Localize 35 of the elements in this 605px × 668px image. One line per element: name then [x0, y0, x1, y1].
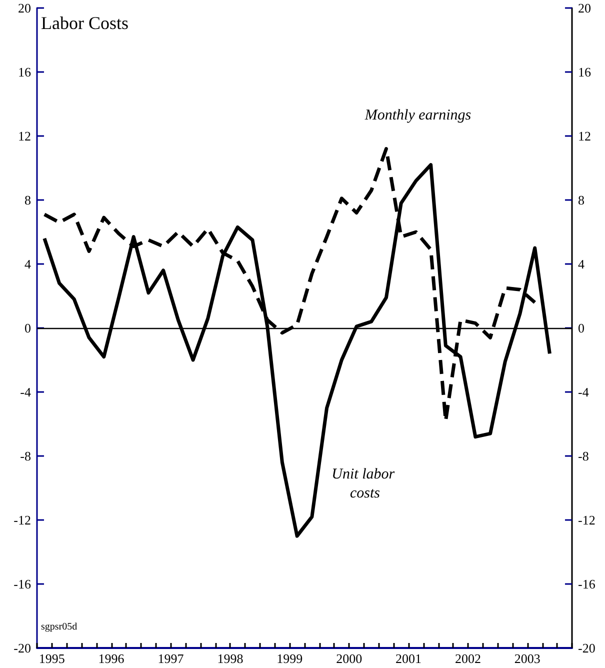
y2-tick-label: 0: [578, 320, 584, 336]
text: Monthly earnings: [364, 108, 472, 124]
y-tick-label: 16: [18, 64, 32, 80]
y2-tick-label: -20: [578, 640, 596, 656]
x-tick-label: 1996: [98, 651, 125, 666]
y2-tick-label: -12: [578, 512, 596, 528]
x-tick-label: 1997: [158, 651, 184, 666]
x-tick-label: 1999: [276, 651, 303, 666]
y2-tick-label: -8: [578, 448, 589, 464]
x-tick-label: 1998: [217, 651, 244, 666]
y-tick-label: -16: [14, 576, 32, 592]
y-tick-label: 8: [24, 192, 31, 208]
y-tick-label: 20: [18, 0, 31, 16]
x-tick-label: 2002: [454, 651, 481, 666]
y-tick-label: 12: [18, 128, 31, 144]
y2-tick-label: 8: [578, 192, 584, 208]
y2-tick-label: 12: [578, 128, 591, 144]
x-tick-label: 2001: [396, 651, 422, 666]
y-tick-label: -20: [14, 640, 31, 656]
series-label: Unit labor costs: [332, 466, 398, 502]
y-tick-label: -12: [14, 512, 31, 528]
x-tick-label: 1995: [38, 651, 65, 666]
y-tick-label: -8: [20, 448, 31, 464]
x-tick-label: 2003: [514, 651, 540, 666]
y2-tick-label: -16: [578, 576, 596, 592]
y-tick-label: 0: [24, 320, 31, 336]
y2-tick-label: -4: [578, 384, 590, 400]
x-tick-label: 2000: [336, 651, 362, 666]
y-tick-label: 4: [24, 256, 32, 272]
y-tick-label: -4: [20, 384, 32, 400]
y2-tick-label: 16: [578, 64, 592, 80]
chart-title: Labor Costs: [41, 13, 128, 33]
y2-tick-label: 20: [578, 0, 591, 16]
y2-tick-label: 4: [578, 256, 585, 272]
annotation: sgpsr05d: [41, 622, 78, 632]
